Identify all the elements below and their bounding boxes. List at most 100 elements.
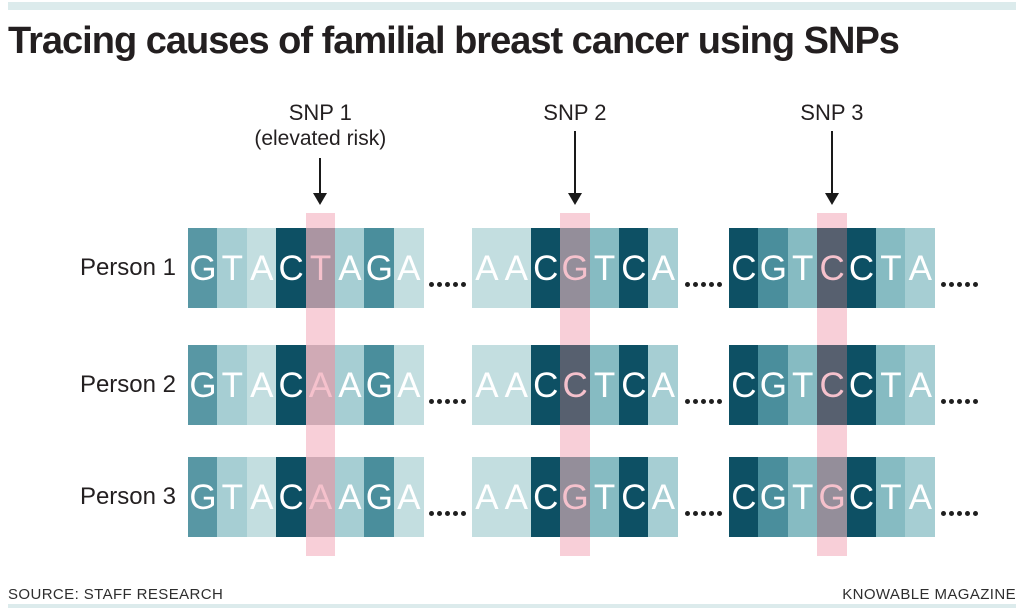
nucleotide-letter: G: [189, 248, 217, 288]
ellipsis-dot: [716, 399, 722, 404]
ellipsis-dot: [692, 399, 698, 404]
person-label: Person 3: [79, 483, 176, 510]
page-title: Tracing causes of familial breast cancer…: [8, 20, 900, 62]
nucleotide-tile: A: [905, 345, 936, 425]
nucleotide-tile: T: [787, 457, 818, 537]
nucleotide-letter: A: [475, 248, 499, 288]
nucleotide-tile: C: [276, 228, 307, 308]
nucleotide-tile: T: [589, 228, 620, 308]
nucleotide-letter: G: [189, 365, 217, 405]
bottom-accent-bar: [8, 604, 1016, 608]
ellipsis-dot: [461, 282, 467, 287]
nucleotide-letter: G: [561, 248, 589, 288]
person-label: Person 2: [79, 371, 176, 398]
nucleotide-tile: C: [530, 228, 561, 308]
nucleotide-tile: C: [619, 457, 649, 537]
nucleotide-tile: T: [217, 345, 248, 425]
ellipsis-dot: [700, 282, 706, 287]
nucleotide-letter: A: [397, 365, 421, 405]
nucleotide-tile: T: [876, 228, 906, 308]
nucleotide-letter: C: [731, 248, 757, 288]
nucleotide-letter: T: [593, 365, 616, 405]
ellipsis-dot: [964, 282, 970, 287]
nucleotide-letter: T: [792, 477, 814, 517]
snp-label: SNP 3: [800, 100, 864, 125]
nucleotide-letter: C: [562, 365, 588, 405]
nucleotide-letter: T: [221, 477, 244, 517]
nucleotide-letter: C: [621, 477, 647, 517]
snp-nucleotide-tile: G: [817, 457, 848, 537]
nucleotide-letter: T: [792, 365, 814, 405]
snp-arrow: [319, 158, 322, 193]
source-credit: SOURCE: STAFF RESEARCH: [8, 586, 224, 603]
nucleotide-letter: C: [278, 477, 304, 517]
nucleotide-tile: G: [188, 457, 218, 537]
nucleotide-tile: G: [758, 457, 789, 537]
arrow-down-icon: [313, 193, 328, 205]
ellipsis-dot: [964, 399, 970, 404]
nucleotide-letter: C: [533, 248, 559, 288]
ellipsis-dot: [684, 511, 690, 516]
nucleotide-tile: G: [364, 228, 395, 308]
nucleotide-tile: A: [335, 228, 365, 308]
ellipsis-dot: [972, 399, 978, 404]
sequence-ellipsis: [684, 511, 722, 516]
nucleotide-letter: A: [338, 477, 362, 517]
sequence-ellipsis: [684, 282, 722, 287]
ellipsis-dot: [692, 511, 698, 516]
ellipsis-dot: [684, 282, 690, 287]
snp-nucleotide-tile: T: [305, 228, 336, 308]
ellipsis-dot: [940, 511, 946, 516]
nucleotide-letter: T: [880, 248, 902, 288]
nucleotide-tile: T: [787, 345, 818, 425]
nucleotide-tile: A: [472, 345, 502, 425]
ellipsis-dot: [940, 282, 946, 287]
nucleotide-tile: C: [276, 457, 307, 537]
snp-nucleotide-tile: C: [560, 345, 591, 425]
nucleotide-letter: C: [533, 365, 559, 405]
nucleotide-tile: C: [729, 457, 759, 537]
nucleotide-letter: C: [278, 365, 304, 405]
nucleotide-tile: G: [188, 228, 218, 308]
nucleotide-letter: T: [593, 248, 616, 288]
ellipsis-dot: [940, 399, 946, 404]
ellipsis-dot: [453, 399, 459, 404]
sequence-ellipsis: [940, 511, 978, 516]
nucleotide-letter: A: [504, 477, 529, 517]
nucleotide-letter: A: [908, 248, 933, 288]
ellipsis-dot: [453, 511, 459, 516]
nucleotide-tile: A: [393, 228, 424, 308]
person-label: Person 1: [79, 254, 176, 281]
nucleotide-tile: A: [501, 345, 532, 425]
ellipsis-dot: [956, 282, 962, 287]
nucleotide-letter: C: [731, 477, 757, 517]
ellipsis-dot: [437, 399, 443, 404]
nucleotide-letter: T: [309, 248, 332, 288]
nucleotide-letter: T: [792, 248, 814, 288]
nucleotide-letter: C: [819, 248, 845, 288]
nucleotide-letter: C: [731, 365, 757, 405]
nucleotide-letter: A: [651, 365, 676, 405]
arrow-down-icon: [824, 193, 839, 205]
nucleotide-letter: A: [475, 365, 499, 405]
nucleotide-letter: C: [533, 477, 559, 517]
nucleotide-tile: C: [619, 228, 649, 308]
nucleotide-tile: G: [188, 345, 218, 425]
ellipsis-dot: [692, 282, 698, 287]
sequence-ellipsis: [684, 399, 722, 404]
nucleotide-letter: A: [651, 477, 676, 517]
nucleotide-letter: A: [250, 365, 274, 405]
nucleotide-tile: A: [335, 457, 365, 537]
nucleotide-letter: C: [848, 248, 875, 288]
ellipsis-dot: [948, 399, 954, 404]
ellipsis-dot: [445, 399, 451, 404]
nucleotide-letter: T: [880, 477, 902, 517]
snp-arrow: [830, 131, 833, 193]
snp-nucleotide-tile: A: [305, 457, 336, 537]
ellipsis-dot: [437, 282, 443, 287]
snp-arrow: [573, 131, 576, 193]
sequence-ellipsis: [429, 399, 467, 404]
ellipsis-dot: [708, 511, 714, 516]
nucleotide-letter: C: [848, 477, 875, 517]
sequence-ellipsis: [940, 282, 978, 287]
